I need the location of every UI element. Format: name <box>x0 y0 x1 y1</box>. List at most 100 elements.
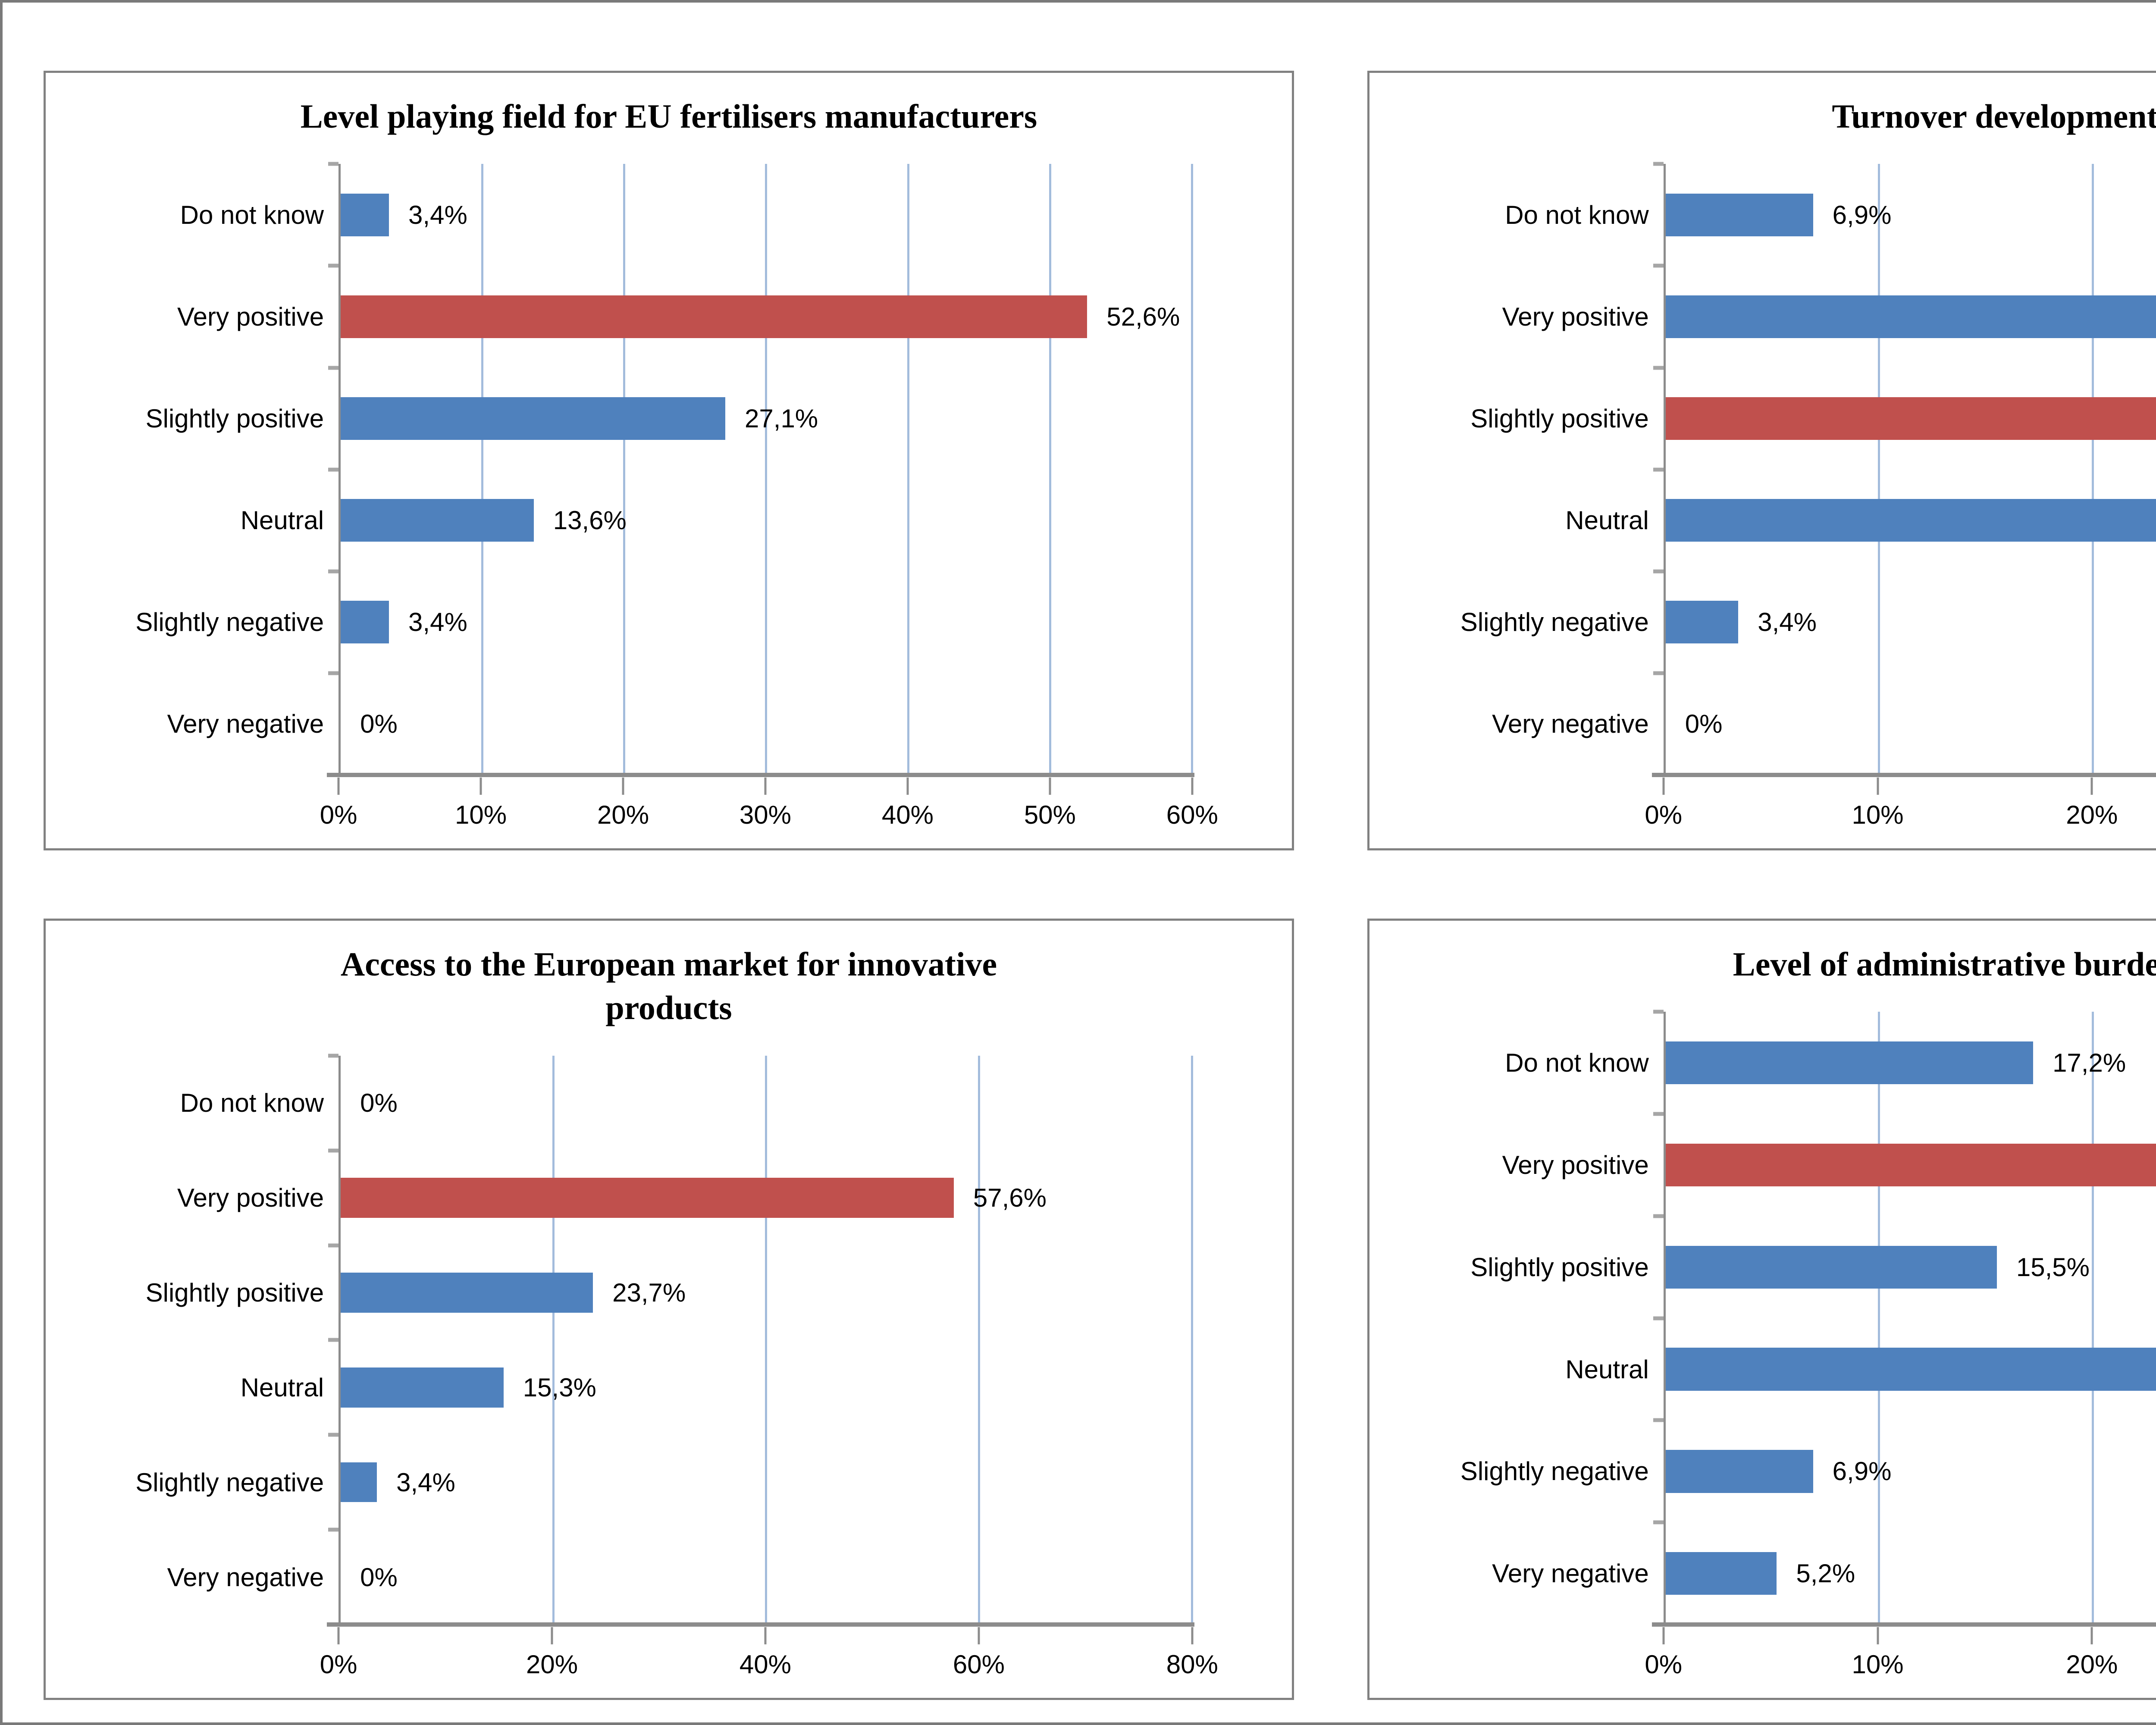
x-axis-tick <box>1191 778 1194 795</box>
chart-title: Turnover development <box>1832 97 2156 135</box>
chart-panel-market-access-innovative-products: Access to the European market for innova… <box>44 919 1294 1700</box>
category-axis-tick <box>328 263 339 268</box>
value-label: 23,7% <box>612 1278 686 1307</box>
bars-area: 6,9% 29,3%36,2%24,1% 3,4% 0% <box>1651 162 2156 777</box>
x-axis: 0% 10% 20% 30% 40% 50% 60% <box>320 778 1218 842</box>
value-label: 3,4% <box>1758 608 1817 637</box>
bar-row: 0% <box>341 673 1192 775</box>
bar-slightly-negative <box>1665 1450 1813 1493</box>
bar-row: 3,4% <box>341 1435 1192 1530</box>
bar-very-positive <box>1665 295 2156 339</box>
x-axis-tick-label: 50% <box>1024 800 1076 829</box>
bar-neutral <box>1665 499 2156 542</box>
category-axis-tick <box>1653 263 1664 268</box>
x-axis-tick <box>1662 1627 1665 1644</box>
x-axis-tick <box>906 778 909 795</box>
value-label: 0% <box>1685 709 1723 739</box>
gridline <box>765 1055 768 1625</box>
bar-do-not-know <box>1665 1041 2034 1085</box>
x-axis-tick <box>978 1627 980 1644</box>
x-axis-tick <box>479 778 482 795</box>
gridline <box>765 164 768 775</box>
x-axis-tick <box>1049 778 1051 795</box>
bar-slightly-negative <box>341 601 389 644</box>
bar-row: 27,1% <box>341 368 1192 470</box>
bar-very-positive <box>341 1178 954 1218</box>
gridline <box>2091 164 2094 775</box>
category-label: Very negative <box>1492 709 1649 739</box>
x-axis-tick-label: 20% <box>2066 1650 2118 1679</box>
chart-panel-level-playing-field: Level playing field for EU fertilisers m… <box>44 71 1294 850</box>
x-axis-line <box>1651 1622 2156 1627</box>
x-axis-tick-label: 40% <box>881 800 934 829</box>
category-axis-tick <box>328 1338 339 1342</box>
category-label: Slightly negative <box>1460 1457 1649 1486</box>
bar-row: 3,4% <box>341 571 1192 673</box>
gridline <box>1878 1012 1880 1625</box>
bar-row: 5,2% <box>1665 1522 2156 1625</box>
x-axis: 0%10%20%30%40% <box>1645 1627 2156 1692</box>
bar-row: 3,4% <box>341 164 1192 266</box>
bar-rows: 0% 57,6% 23,7% 15,3% 3,4% 0% <box>341 1056 1192 1625</box>
category-label: Very positive <box>177 302 324 332</box>
category-label: Do not know <box>180 200 324 229</box>
bar-slightly-positive <box>1665 397 2156 440</box>
bar-row: 25,9% <box>1665 1318 2156 1421</box>
value-label: 52,6% <box>1106 302 1180 332</box>
plot-area: Do not know Very positive Slightly positiv… <box>1369 1010 2156 1627</box>
value-label: 17,2% <box>2053 1048 2126 1078</box>
bar-row: 0% <box>341 1530 1192 1625</box>
bar-row: 6,9% <box>1665 1420 2156 1522</box>
x-axis-tick <box>764 778 767 795</box>
category-axis-tick <box>1653 671 1664 675</box>
x-axis: 0%10%20%30%40% <box>1645 778 2156 842</box>
x-axis-tick <box>2090 778 2093 795</box>
x-axis-tick <box>1877 1627 1879 1644</box>
x-axis-line <box>327 773 1194 777</box>
category-label: Slightly positive <box>145 404 324 433</box>
category-axis-tick <box>1653 1316 1664 1320</box>
bar-row: 24,1% <box>1665 470 2156 571</box>
x-axis-tick <box>1877 778 1879 795</box>
category-label: Very positive <box>177 1183 324 1213</box>
bar-row: 29,3% <box>1665 1114 2156 1216</box>
gridline <box>1049 164 1051 775</box>
x-axis-tick <box>622 778 624 795</box>
x-axis-tick-label: 10% <box>455 800 507 829</box>
category-label: Do not know <box>1505 200 1649 229</box>
x-axis-tick-label: 10% <box>1852 1650 1904 1679</box>
category-label: Slightly positive <box>1470 404 1649 433</box>
x-axis-tick-label: 10% <box>1852 800 1904 829</box>
category-axis-tick <box>1653 162 1664 166</box>
gridline <box>623 164 626 775</box>
chart-panel-administrative-burden: Level of administrative burden/costs Do … <box>1367 919 2156 1700</box>
value-label: 15,5% <box>2016 1252 2090 1282</box>
x-axis-tick <box>2090 1627 2093 1644</box>
category-axis-labels: Do not know Very positive Slightly positiv… <box>1369 164 1664 775</box>
category-axis-tick <box>328 1243 339 1248</box>
chart-title-line: Access to the European market for innova… <box>340 945 997 983</box>
bar-row: 57,6% <box>341 1151 1192 1245</box>
category-axis-tick <box>328 1527 339 1532</box>
category-label: Very negative <box>1492 1559 1649 1588</box>
x-axis-tick-label: 30% <box>739 800 792 829</box>
bar-row: 13,6% <box>341 470 1192 571</box>
bar-neutral <box>1665 1348 2156 1391</box>
gridline <box>481 164 484 775</box>
chart-title-line: products <box>605 989 732 1027</box>
chart-title: Level playing field for EU fertilisers m… <box>300 97 1037 135</box>
category-label: Slightly negative <box>135 608 324 637</box>
category-label: Very negative <box>167 1562 324 1592</box>
gridline <box>552 1055 555 1625</box>
category-label: Very positive <box>1502 1151 1649 1180</box>
value-label: 6,9% <box>1832 1457 1892 1486</box>
category-label: Very negative <box>167 709 324 739</box>
category-axis-tick <box>1653 366 1664 370</box>
category-axis-tick <box>328 366 339 370</box>
x-axis-tick-label: 0% <box>320 1650 357 1679</box>
value-label: 27,1% <box>745 404 818 433</box>
chart-title: Access to the European market for innova… <box>97 942 1240 1030</box>
bar-row: 29,3% <box>1665 266 2156 368</box>
bar-row: 23,7% <box>341 1245 1192 1340</box>
